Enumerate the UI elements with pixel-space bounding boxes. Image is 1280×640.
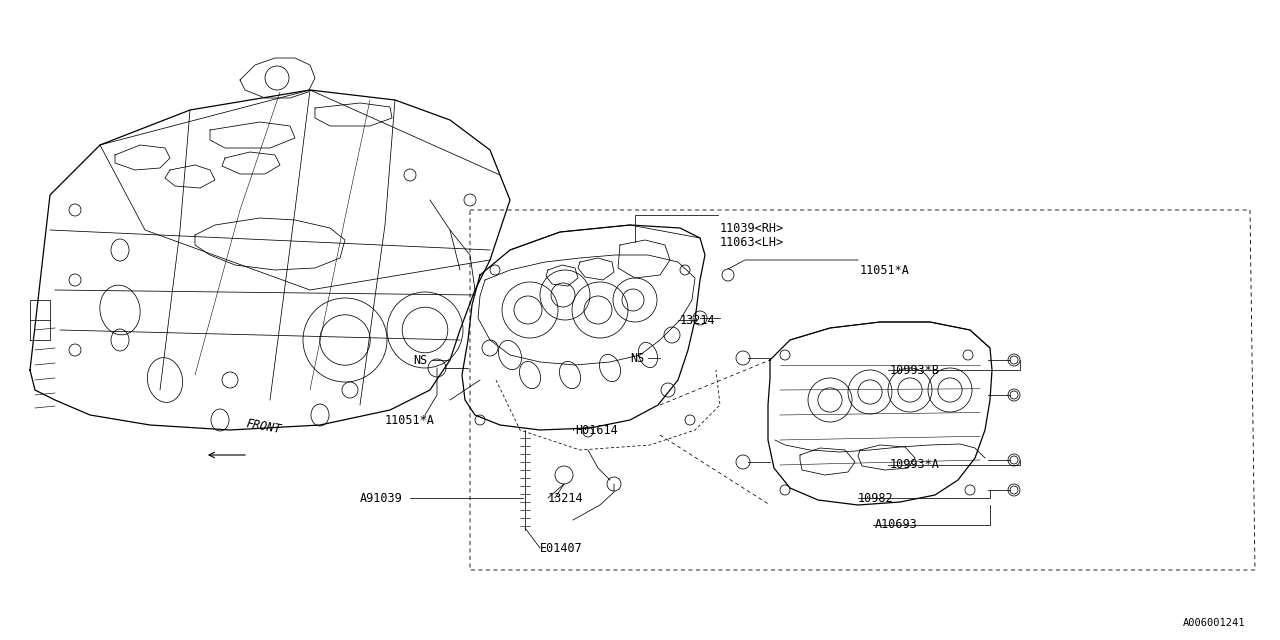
Text: A10693: A10693 bbox=[876, 518, 918, 531]
Text: 10982: 10982 bbox=[858, 492, 893, 504]
Text: 13214: 13214 bbox=[680, 314, 716, 326]
Text: FRONT: FRONT bbox=[244, 417, 283, 436]
Text: NS: NS bbox=[630, 351, 644, 365]
Text: 11051*A: 11051*A bbox=[385, 413, 435, 426]
Text: 10993*A: 10993*A bbox=[890, 458, 940, 472]
Text: H01614: H01614 bbox=[575, 424, 618, 436]
Text: A006001241: A006001241 bbox=[1183, 618, 1245, 628]
Text: 11063<LH>: 11063<LH> bbox=[719, 236, 785, 248]
Text: 13214: 13214 bbox=[548, 492, 584, 504]
Text: 11039<RH>: 11039<RH> bbox=[719, 221, 785, 234]
Text: 10993*B: 10993*B bbox=[890, 364, 940, 376]
Text: A91039: A91039 bbox=[360, 492, 403, 504]
Text: E01407: E01407 bbox=[540, 541, 582, 554]
Text: NS: NS bbox=[413, 353, 428, 367]
Text: 11051*A: 11051*A bbox=[860, 264, 910, 276]
